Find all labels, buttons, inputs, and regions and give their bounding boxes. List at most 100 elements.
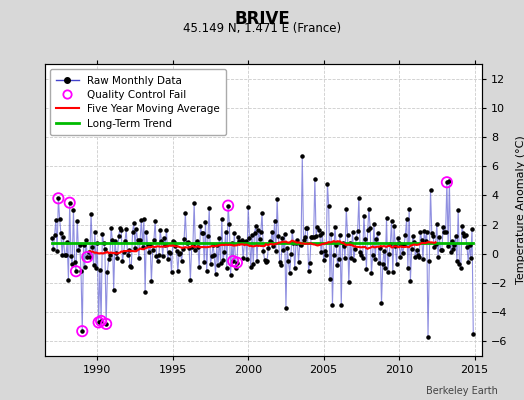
Point [425,258,433,264]
Point [261,259,270,265]
Point [333,262,342,268]
Point [121,238,129,244]
Point [225,220,234,227]
Point [383,215,391,221]
Point [384,268,392,275]
Point [178,257,186,264]
Point [436,247,445,253]
Point [239,255,247,262]
Point [102,321,111,327]
Point [48,234,56,241]
Point [459,230,467,236]
Point [98,230,106,237]
Point [463,244,471,250]
Point [54,195,62,202]
Point [438,247,446,254]
Point [418,237,426,244]
Point [111,238,119,244]
Point [100,240,108,247]
Point [56,216,64,222]
Point [148,247,157,254]
Point [66,200,74,206]
Point [123,252,132,258]
Point [173,268,182,274]
Point [243,256,251,262]
Point [395,240,403,246]
Point [357,252,366,258]
Point [128,229,137,236]
Point [255,236,264,242]
Point [83,254,92,260]
Point [170,239,178,245]
Point [271,248,280,254]
Point [78,328,86,334]
Point [134,237,142,243]
Point [367,270,376,276]
Point [439,224,447,230]
Point [242,238,250,244]
Point [94,319,103,326]
Point [57,230,65,236]
Point [230,230,238,236]
Point [127,264,136,271]
Point [60,252,69,258]
Y-axis label: Temperature Anomaly (°C): Temperature Anomaly (°C) [516,136,524,284]
Point [204,233,212,240]
Point [205,205,213,211]
Point [185,245,193,251]
Point [362,265,370,272]
Point [450,242,458,248]
Point [102,321,111,327]
Point [71,259,79,266]
Point [146,242,155,248]
Point [456,264,465,271]
Point [305,260,314,266]
Point [169,238,177,244]
Point [137,216,146,223]
Point [108,237,117,244]
Point [334,256,343,262]
Point [64,277,73,283]
Point [323,180,332,187]
Point [154,258,162,264]
Point [260,256,269,263]
Point [412,247,421,253]
Point [402,216,411,222]
Point [267,238,275,245]
Point [162,226,171,233]
Point [371,256,379,262]
Point [348,228,357,235]
Point [160,234,168,241]
Point [138,244,147,250]
Point [62,252,70,258]
Point [375,260,383,266]
Point [446,249,455,255]
Point [353,228,362,234]
Point [245,235,254,241]
Point [184,239,192,245]
Point [377,300,386,306]
Point [211,270,220,277]
Point [75,242,84,248]
Point [83,254,92,260]
Point [434,254,442,260]
Point [214,262,222,268]
Point [264,245,272,251]
Point [410,238,418,245]
Point [270,218,279,224]
Point [196,223,205,230]
Point [117,227,125,233]
Point [129,220,138,226]
Point [165,249,173,256]
Point [206,261,215,267]
Point [441,229,450,236]
Point [181,210,190,217]
Point [203,268,211,274]
Point [190,200,199,206]
Point [195,264,203,270]
Point [396,254,405,260]
Point [72,268,80,274]
Text: Berkeley Earth: Berkeley Earth [426,386,498,396]
Point [304,268,313,274]
Point [391,243,399,250]
